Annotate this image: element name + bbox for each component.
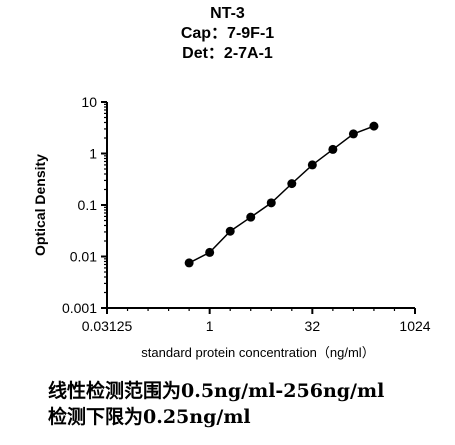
data-point (287, 179, 297, 189)
data-point (225, 226, 235, 236)
y-tick-label: 10 (81, 94, 97, 110)
axes: 10 1 0.1 0.01 0.001 0.03125 1 32 1024 (62, 94, 431, 334)
x-tick-label: 1024 (399, 318, 430, 334)
y-tick-label: 0.001 (62, 300, 97, 316)
y-axis-label: Optical Density (32, 154, 48, 256)
y-tick-label: 1 (89, 146, 97, 162)
data-series (184, 121, 379, 268)
x-tick-label: 32 (305, 318, 321, 334)
y-tick-label: 0.01 (70, 249, 97, 265)
chart-title: NT-3 (210, 5, 245, 22)
data-point (307, 160, 317, 170)
data-point (266, 198, 276, 208)
caption-linear-range: 线性检测范围为0.5ng/ml-256ng/ml (48, 380, 385, 402)
data-point (184, 258, 194, 268)
y-tick-label: 0.1 (78, 197, 98, 213)
caption-detection-limit: 检测下限为0.25ng/ml (48, 406, 251, 428)
x-tick-label: 1 (206, 318, 214, 334)
data-point (348, 129, 358, 139)
chart-subtitle-cap: Cap：7-9F-1 (180, 25, 275, 42)
data-point (246, 212, 256, 222)
data-point (205, 247, 215, 257)
x-axis-label: standard protein concentration（ng/ml） (141, 345, 374, 360)
chart-subtitle-det: Det：2-7A-1 (182, 45, 273, 62)
data-point (369, 121, 379, 131)
series-line (188, 125, 375, 264)
data-point (328, 144, 338, 154)
x-tick-label: 0.03125 (82, 318, 133, 334)
